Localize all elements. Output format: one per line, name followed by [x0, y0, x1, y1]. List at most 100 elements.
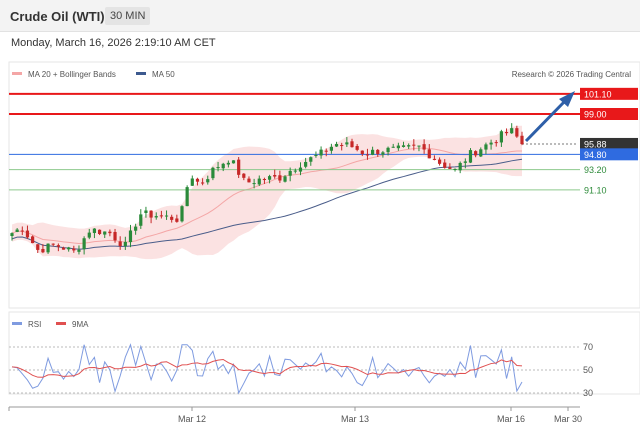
- candle-body: [257, 178, 261, 185]
- candle-body: [221, 163, 225, 169]
- candle-body: [242, 173, 246, 178]
- bollinger-band-area: [12, 125, 522, 260]
- candle-body: [309, 157, 313, 162]
- candle-body: [324, 150, 328, 152]
- rsi-tick-50: 50: [583, 365, 593, 375]
- rsi-indicator: 70 50 30: [9, 342, 593, 398]
- candle-body: [412, 144, 416, 146]
- bb-legend-swatch: [12, 72, 22, 75]
- candle-body: [159, 215, 163, 217]
- candle-body: [149, 210, 153, 218]
- candle-body: [118, 241, 122, 247]
- candle-body: [175, 218, 179, 222]
- candle-body: [453, 169, 457, 171]
- rsi-ma-line: [11, 358, 523, 378]
- candle-body: [448, 167, 452, 169]
- rsi-tick-30: 30: [583, 388, 593, 398]
- candle-body: [334, 143, 339, 147]
- candle-body: [154, 216, 158, 218]
- moving-averages: [11, 147, 523, 250]
- candle-body: [396, 145, 400, 149]
- candle-body: [211, 167, 215, 179]
- candle-body: [185, 187, 189, 207]
- level-badge-99.00: [580, 108, 638, 120]
- ma50-line: [11, 158, 523, 250]
- trend-arrow-shaft: [524, 98, 568, 143]
- candle-body: [417, 145, 421, 147]
- ma20-line: [11, 147, 523, 244]
- candle-body: [458, 162, 462, 171]
- candle-body: [494, 142, 498, 144]
- time-tick-label: Mar 13: [341, 414, 369, 424]
- candle-body: [144, 210, 148, 213]
- candle-body: [360, 150, 364, 155]
- candle-body: [139, 214, 143, 226]
- candle-body: [278, 175, 282, 181]
- candle-body: [247, 178, 251, 183]
- candle-body: [319, 149, 323, 156]
- candle-body: [180, 206, 184, 222]
- candle-body: [51, 243, 55, 245]
- candle-body: [170, 216, 174, 220]
- candle-body: [108, 231, 112, 234]
- candle-body: [432, 158, 437, 160]
- candle-body: [190, 178, 194, 186]
- candle-body: [329, 146, 333, 151]
- candle-body: [407, 145, 411, 147]
- candle-body: [262, 179, 267, 181]
- level-label-101.10: 101.10: [584, 89, 612, 99]
- candle-body: [365, 154, 370, 156]
- candle-body: [293, 170, 297, 172]
- candle-body: [237, 159, 241, 175]
- timeframe-selector[interactable]: 30 MIN: [105, 7, 151, 25]
- main-panel: [8, 61, 640, 309]
- ma50-legend-label: MA 50: [152, 70, 175, 79]
- candle-body: [92, 228, 97, 234]
- candle-body: [103, 231, 107, 235]
- candle-body: [499, 131, 503, 143]
- time-tick-label: Mar 12: [178, 414, 206, 424]
- candle-body: [61, 247, 66, 250]
- ma50-legend-swatch: [136, 72, 146, 75]
- candle-body: [226, 162, 230, 165]
- candle-body: [164, 215, 169, 217]
- candle-body: [427, 149, 431, 159]
- candle-body: [25, 230, 30, 238]
- candle-body: [97, 229, 102, 234]
- candle-body: [201, 182, 205, 184]
- instrument-title: Crude Oil (WTI): [10, 9, 105, 24]
- chart-header: Crude Oil (WTI) 30 MIN: [0, 0, 640, 32]
- rsi-legend-swatch: [12, 322, 22, 325]
- candle-body: [355, 146, 359, 150]
- time-tick-label: Mar 30: [554, 414, 582, 424]
- candle-body: [468, 150, 473, 163]
- candle-body: [231, 160, 236, 164]
- level-label-93.20: 93.20: [584, 165, 607, 175]
- candle-body: [41, 248, 45, 253]
- candle-body: [206, 179, 210, 183]
- level-badge-95.88: [580, 137, 638, 150]
- rsi-legend-label: RSI: [28, 320, 41, 329]
- timestamp: Monday, March 16, 2026 2:19:10 AM CET: [11, 37, 216, 49]
- candle-body: [288, 170, 292, 176]
- candle-body: [195, 178, 200, 182]
- time-axis[interactable]: Mar 12 Mar 13 Mar 16 Mar 30: [8, 407, 582, 424]
- level-label-95.88: 95.88: [584, 139, 607, 149]
- candle-body: [484, 144, 488, 150]
- level-label-91.10: 91.10: [584, 185, 607, 195]
- trend-arrow: [524, 91, 575, 143]
- candle-body: [401, 145, 406, 147]
- price-levels: [9, 92, 580, 191]
- candle-body: [128, 230, 133, 243]
- candle-body: [340, 145, 344, 147]
- candle-body: [371, 149, 375, 155]
- candle-body: [515, 128, 519, 137]
- level-label-99.00: 99.00: [584, 110, 607, 120]
- level-badge-94.80: [580, 148, 638, 161]
- candle-body: [77, 249, 81, 252]
- level-badge-101.10: [580, 87, 638, 100]
- candle-body: [267, 176, 272, 180]
- candle-body: [479, 149, 483, 157]
- candlesticks: [10, 123, 524, 255]
